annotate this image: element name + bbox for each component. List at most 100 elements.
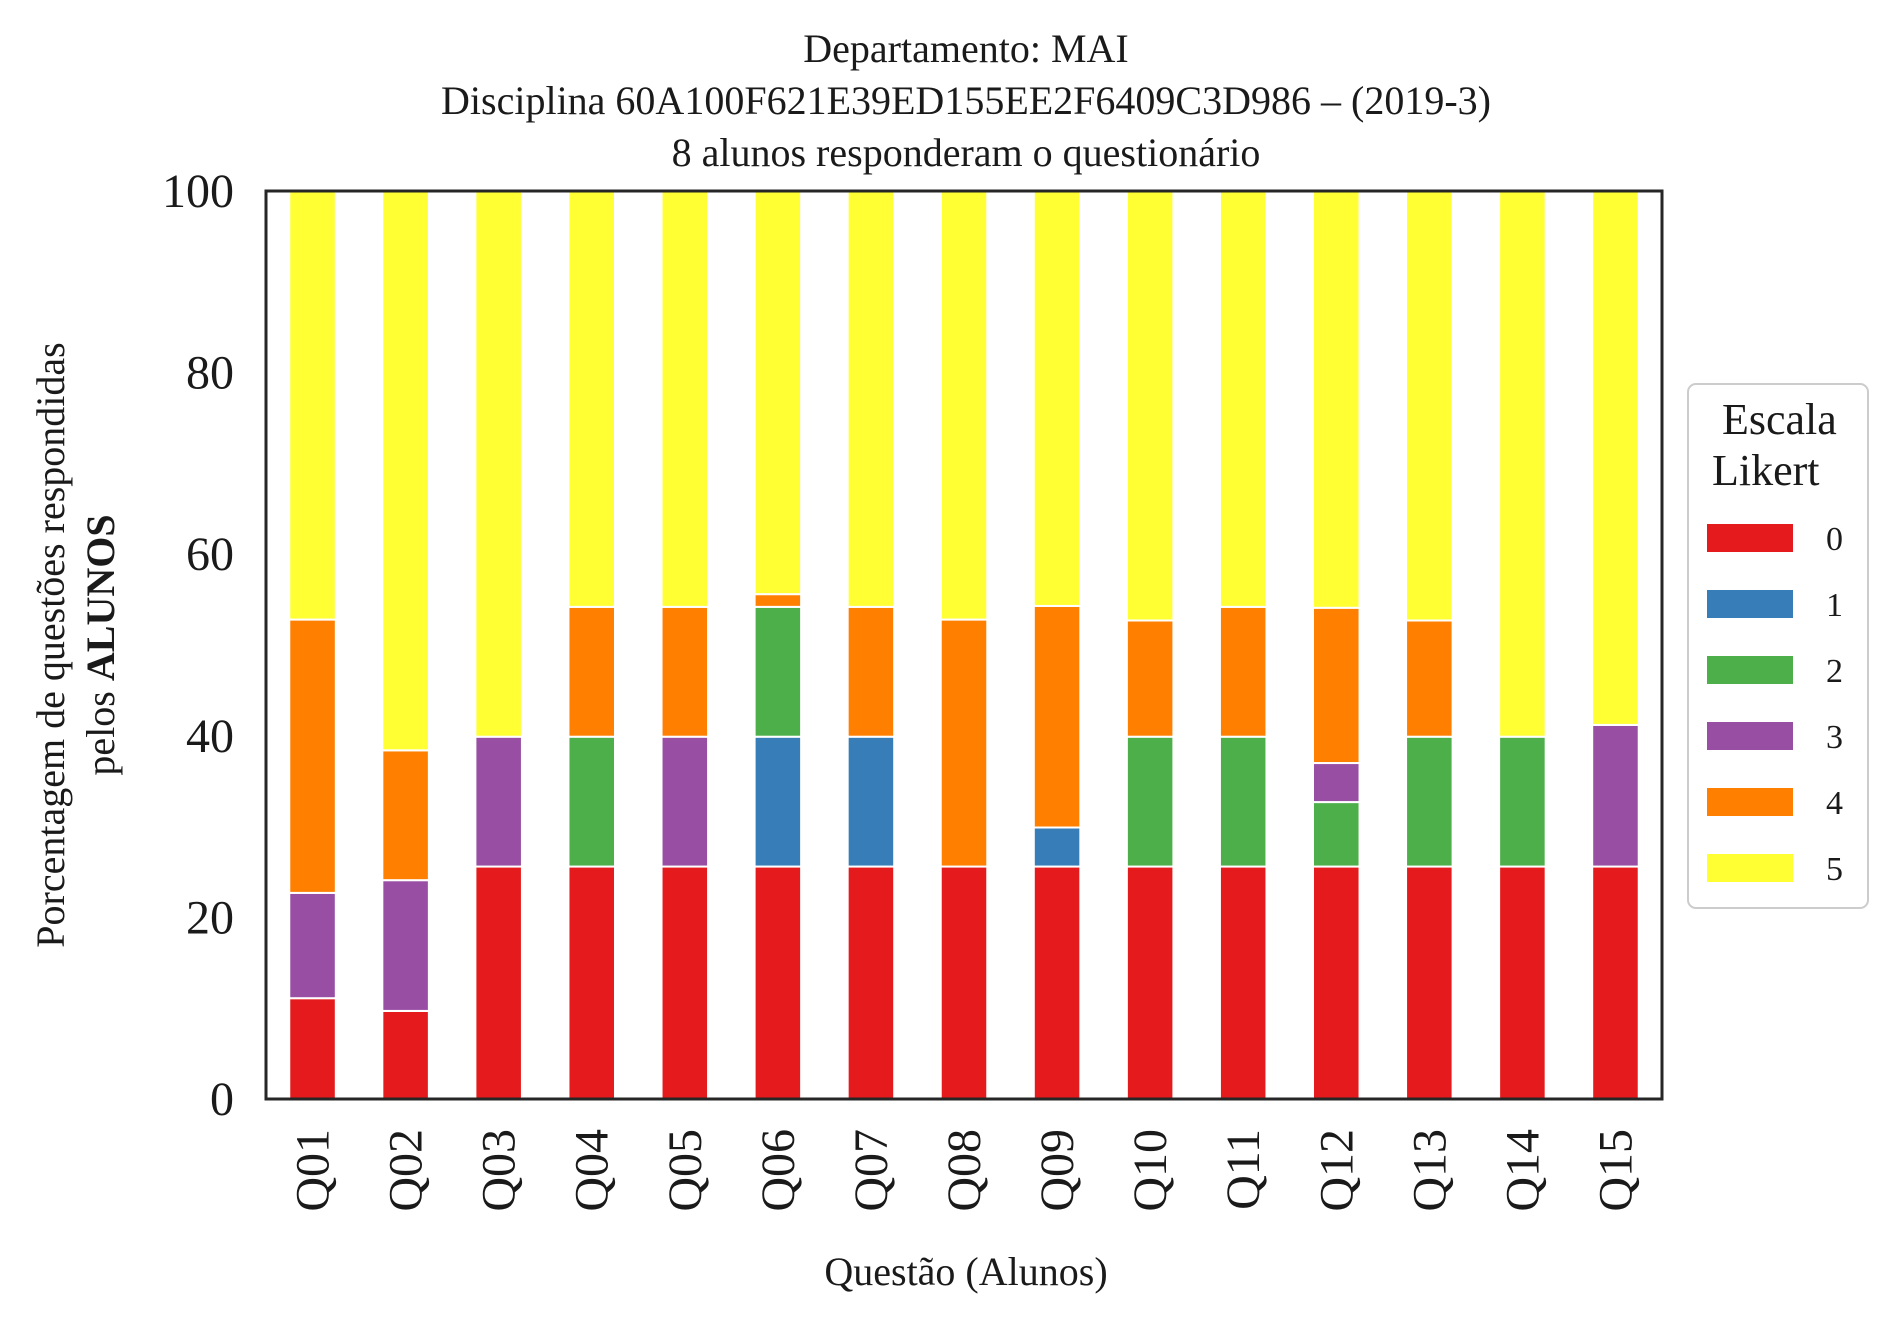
bar-q07-likert-5 [846,190,896,608]
x-tick-label-q04: Q04 [566,1129,619,1212]
bar-q11-likert-4 [1218,605,1268,738]
legend: Escala Likert 0 1 2 3 4 5 [1687,383,1869,909]
bar-q08-likert-5 [939,190,989,621]
bar-q10-likert-0 [1125,865,1175,1100]
bar-q13-likert-5 [1405,190,1454,622]
bar-q04-likert-2 [567,735,617,868]
x-tick-label-q10: Q10 [1124,1129,1177,1212]
bar-q01-likert-4 [288,618,337,894]
bar-q03-likert-5 [474,190,523,738]
bar-q10-likert-4 [1125,619,1175,738]
legend-swatch-0 [1707,524,1793,552]
legend-label-1: 1 [1826,587,1843,624]
bar-q13-likert-4 [1405,619,1454,738]
bar-q10-likert-5 [1125,190,1175,622]
bar-q03-likert-0 [474,865,523,1100]
y-tick-label-60: 60 [186,528,234,581]
y-axis-label: Porcentagem de questões respondidas pelo… [28,342,123,947]
bar-q01-likert-5 [288,190,337,621]
legend-swatch-1 [1707,590,1793,618]
y-tick-labels: 0 20 40 60 80 100 [162,165,234,1126]
bar-q11-likert-5 [1218,190,1268,608]
bar-q07-likert-4 [846,605,896,738]
bar-q08-likert-0 [939,865,989,1100]
bar-q03-likert-3 [474,735,523,868]
bar-q02-likert-5 [381,190,430,752]
x-tick-label-q14: Q14 [1496,1129,1549,1212]
y-axis-label-bold: ALUNOS [78,514,123,681]
legend-box [1687,383,1869,909]
x-tick-label-q13: Q13 [1403,1129,1456,1212]
bar-q09-likert-0 [1032,865,1082,1100]
bar-q07-likert-1 [846,735,896,868]
bar-q14-likert-5 [1498,190,1547,738]
bar-q05-likert-5 [660,190,710,608]
bar-q14-likert-0 [1498,865,1547,1100]
bar-q06-likert-0 [753,865,803,1100]
y-tick-label-40: 40 [186,710,234,763]
bar-q06-likert-1 [753,735,803,868]
plot-frame [264,189,1664,1101]
bar-q06-likert-2 [753,605,803,738]
bar-q02-likert-0 [381,1009,430,1101]
bar-q11-likert-0 [1218,865,1268,1100]
legend-label-5: 5 [1826,851,1843,888]
bar-q15-likert-0 [1591,865,1640,1100]
x-tick-label-q06: Q06 [752,1129,805,1212]
bar-q13-likert-2 [1405,735,1454,868]
chart-title: Departamento: MAI Disciplina 60A100F621E… [441,26,1491,175]
legend-label-3: 3 [1826,719,1843,756]
legend-entries: 0 1 2 3 4 5 [1707,521,1843,888]
y-tick-label-80: 80 [186,347,234,400]
bar-q06-likert-4 [753,593,803,608]
bar-q09-likert-4 [1032,604,1082,829]
bar-q04-likert-0 [567,865,617,1100]
y-axis-label-line-1: Porcentagem de questões respondidas [28,342,73,947]
bar-q06-likert-5 [753,190,803,596]
y-axis-label-line-2: pelos ALUNOS [78,514,123,775]
bars-layer [288,190,1640,1101]
x-axis-label: Questão (Alunos) [824,1249,1107,1294]
bar-q05-likert-3 [660,735,710,868]
bar-q12-likert-3 [1312,762,1361,804]
legend-swatch-3 [1707,722,1793,750]
legend-title-line-2: Likert [1712,446,1820,495]
bar-q04-likert-4 [567,605,617,738]
bar-q14-likert-2 [1498,735,1547,868]
bar-q15-likert-5 [1591,190,1640,726]
bar-q12-likert-5 [1312,190,1361,609]
bar-q12-likert-2 [1312,801,1361,868]
y-tick-label-20: 20 [186,891,234,944]
title-line-3: 8 alunos responderam o questionário [672,130,1261,175]
bar-q13-likert-0 [1405,865,1454,1100]
legend-swatch-4 [1707,788,1793,816]
bar-q10-likert-2 [1125,735,1175,868]
bar-q12-likert-4 [1312,606,1361,765]
x-tick-label-q11: Q11 [1217,1129,1270,1210]
legend-swatch-2 [1707,656,1793,684]
x-tick-label-q03: Q03 [473,1129,526,1212]
legend-label-0: 0 [1826,521,1843,558]
legend-label-2: 2 [1826,653,1843,690]
bar-q07-likert-0 [846,865,896,1100]
x-tick-label-q12: Q12 [1310,1129,1363,1212]
x-tick-label-q01: Q01 [287,1129,340,1212]
bar-q12-likert-0 [1312,865,1361,1100]
bar-q01-likert-3 [288,891,337,1000]
title-line-2: Disciplina 60A100F621E39ED155EE2F6409C3D… [441,78,1491,123]
x-tick-label-q09: Q09 [1031,1129,1084,1212]
bar-q09-likert-1 [1032,826,1082,868]
x-tick-labels: Q01 Q02 Q03 Q04 Q05 Q06 Q07 Q08 Q09 Q10 Q11 Q12 Q13 Q… [287,1129,1643,1212]
bar-q05-likert-0 [660,865,710,1100]
legend-label-4: 4 [1826,785,1843,822]
x-tick-label-q15: Q15 [1589,1129,1642,1212]
legend-swatch-5 [1707,854,1793,882]
y-axis-label-prefix: pelos [78,681,123,775]
bar-q04-likert-5 [567,190,617,608]
x-tick-label-q07: Q07 [845,1129,898,1212]
legend-title-line-1: Escala [1722,395,1837,444]
bar-q09-likert-5 [1032,190,1082,607]
x-tick-label-q08: Q08 [938,1129,991,1212]
x-tick-label-q05: Q05 [659,1129,712,1212]
